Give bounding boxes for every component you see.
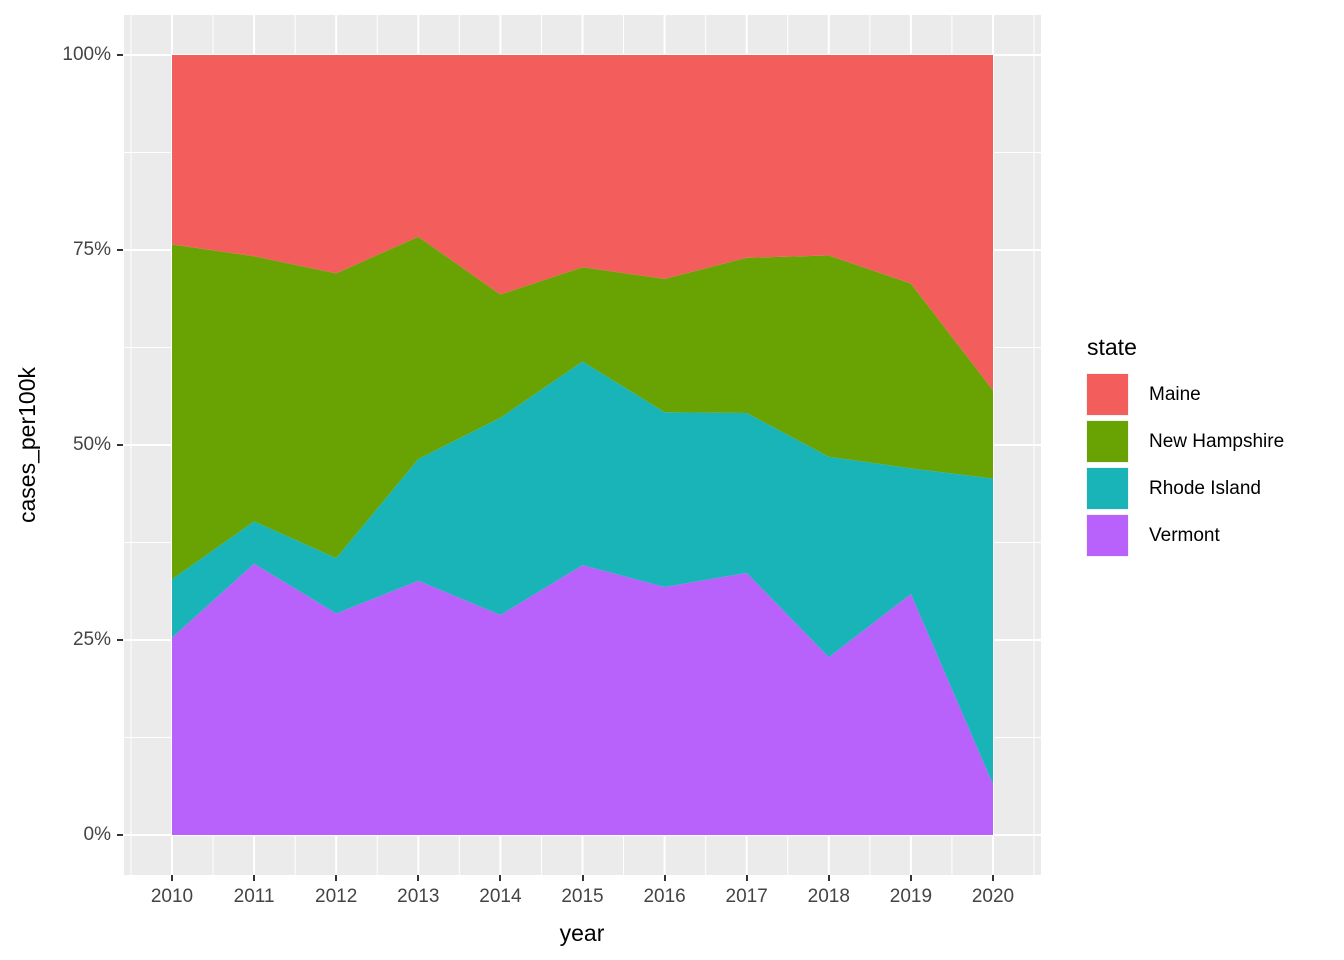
y-tick-label: 75% [72, 239, 111, 260]
x-tick [499, 875, 502, 881]
x-tick-label: 2016 [643, 886, 686, 907]
legend: state Maine New Hampshire Rhode Island Verm… [1086, 333, 1344, 561]
x-tick-label: 2013 [397, 886, 440, 907]
y-tick-label: 0% [83, 824, 111, 845]
legend-swatch-icon [1087, 374, 1128, 415]
legend-item-new-hampshire: New Hampshire [1086, 420, 1344, 463]
legend-label: Maine [1149, 384, 1201, 405]
plot-panel [124, 15, 1041, 875]
area-new-hampshire [172, 236, 993, 580]
legend-label: Rhode Island [1149, 478, 1261, 499]
legend-item-maine: Maine [1086, 373, 1344, 416]
x-tick-label: 2017 [725, 886, 768, 907]
y-tick-label: 50% [72, 434, 111, 455]
legend-item-rhode-island: Rhode Island [1086, 467, 1344, 510]
x-tick-label: 2018 [807, 886, 850, 907]
legend-swatch-icon [1087, 515, 1128, 556]
y-tick [117, 639, 123, 641]
x-tick [909, 875, 912, 881]
x-axis-title: year [559, 920, 605, 946]
legend-key [1086, 514, 1129, 557]
x-tick-label: 2020 [971, 886, 1015, 907]
legend-key [1086, 373, 1129, 416]
y-tick [117, 834, 123, 836]
area-rhode-island [172, 361, 993, 785]
legend-key [1086, 420, 1129, 463]
x-tick-label: 2014 [479, 886, 522, 907]
legend-key [1086, 467, 1129, 510]
x-tick [663, 875, 666, 881]
x-tick-label: 2019 [889, 886, 933, 907]
area-maine [172, 55, 993, 391]
x-tick [335, 875, 338, 881]
x-tick [581, 875, 584, 881]
legend-label: New Hampshire [1149, 431, 1285, 452]
x-tick [171, 875, 173, 881]
y-tick [117, 54, 123, 56]
legend-swatch-icon [1087, 421, 1128, 462]
x-tick [253, 875, 256, 881]
legend-swatch-icon [1087, 468, 1128, 509]
area-chart-svg [124, 15, 1041, 875]
y-tick [117, 249, 123, 251]
x-tick-label: 2010 [150, 886, 194, 907]
y-tick [117, 444, 123, 446]
legend-label: Vermont [1149, 525, 1220, 546]
y-tick-label: 100% [62, 44, 111, 65]
y-tick-label: 25% [72, 629, 111, 650]
x-tick-label: 2015 [561, 886, 604, 907]
legend-title: state [1087, 334, 1137, 360]
x-tick [827, 875, 830, 881]
x-tick-label: 2012 [315, 886, 358, 907]
legend-items: Maine New Hampshire Rhode Island Vermont [1086, 373, 1344, 557]
x-tick [992, 875, 994, 881]
legend-item-vermont: Vermont [1086, 514, 1344, 557]
x-tick [745, 875, 748, 881]
area-vermont [172, 563, 993, 835]
x-tick-label: 2011 [233, 886, 275, 907]
x-tick [417, 875, 420, 881]
